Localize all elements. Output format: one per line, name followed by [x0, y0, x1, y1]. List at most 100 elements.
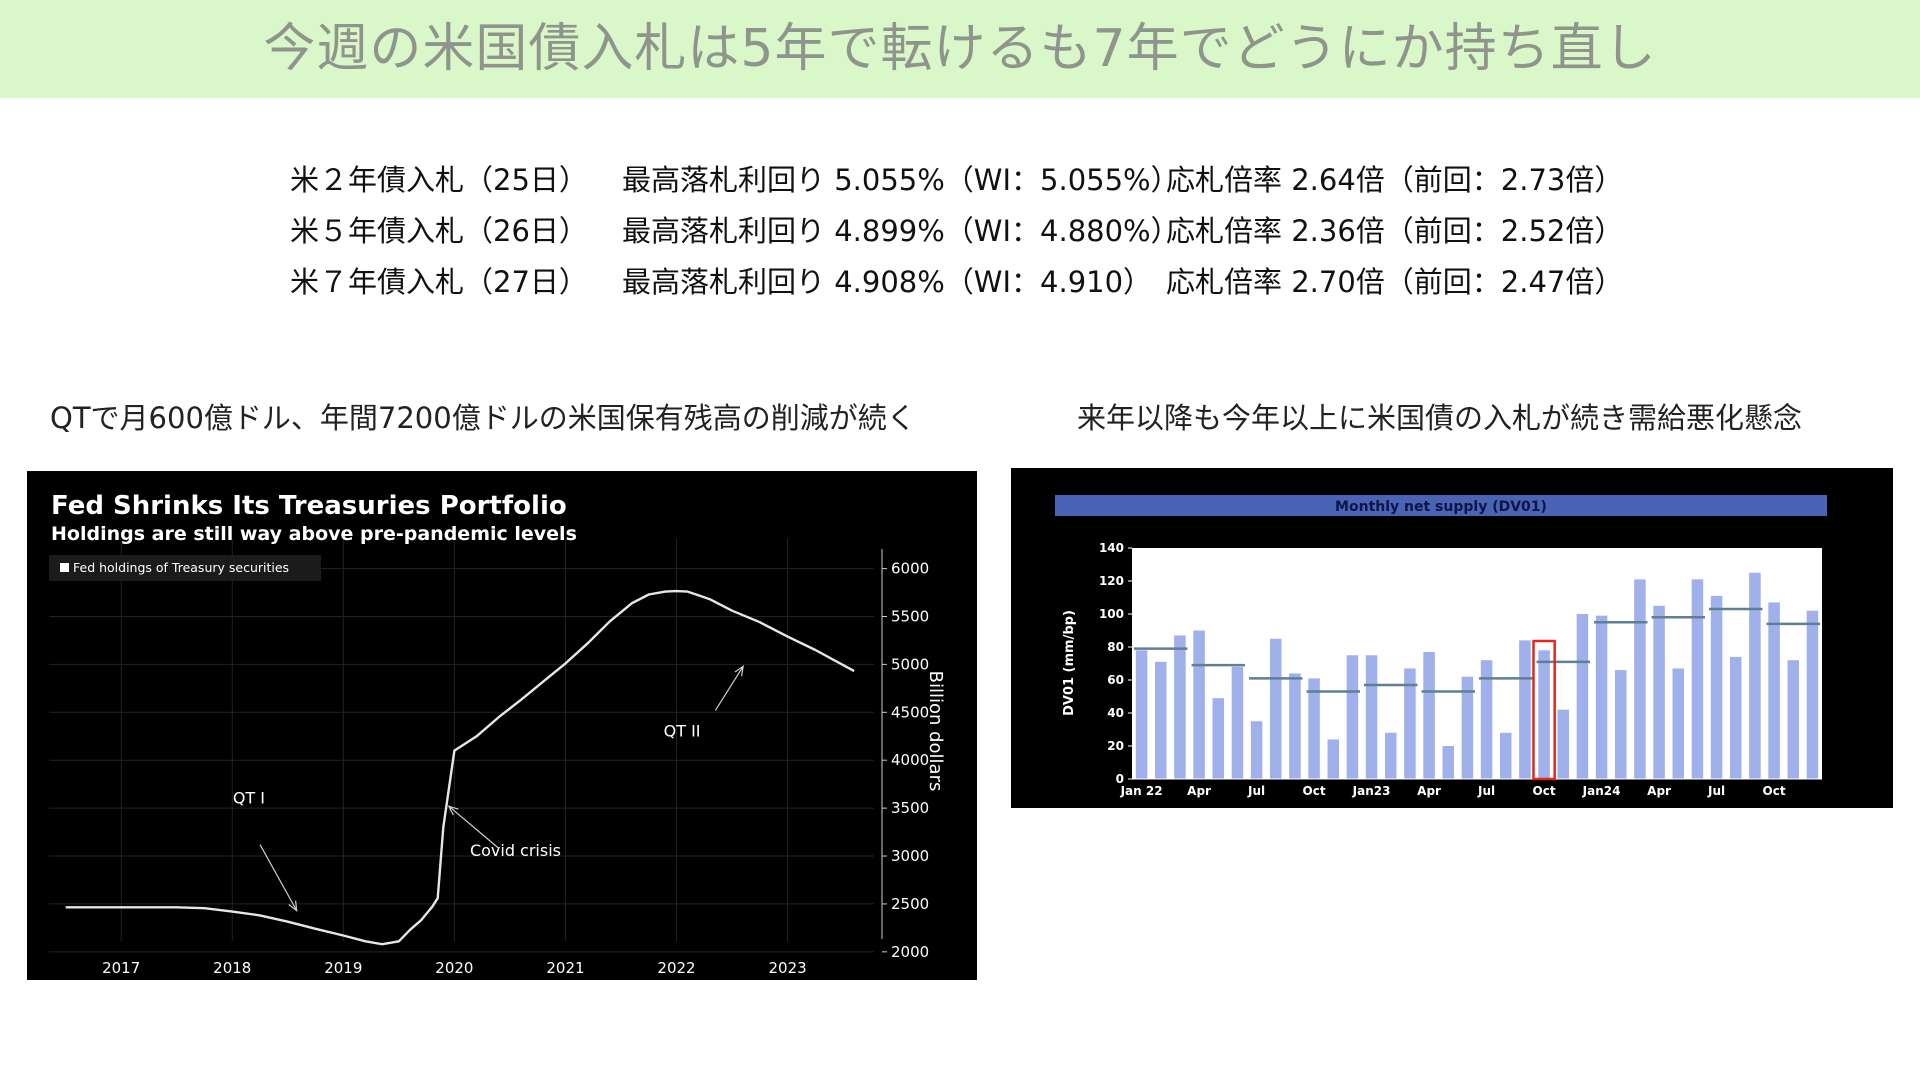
annotation-label: Covid crisis	[470, 841, 561, 860]
bar	[1730, 656, 1742, 779]
bar	[1404, 668, 1416, 779]
bar	[1557, 709, 1569, 779]
chart2-title-band	[1055, 495, 1827, 516]
bar	[1768, 602, 1780, 779]
y-tick-label: 5000	[891, 655, 929, 673]
bar	[1787, 660, 1799, 779]
y-tick-label: 100	[1099, 607, 1124, 621]
x-tick-label: Jan24	[1582, 784, 1621, 798]
annotation-label: QT II	[664, 721, 701, 740]
x-tick-label: Apr	[1647, 784, 1671, 798]
auction-yield: 最高落札利回り 4.908%（WI：4.910）	[622, 265, 1153, 299]
y-tick-label: 2500	[891, 895, 929, 913]
x-tick-label: 2022	[657, 959, 695, 977]
bar	[1212, 698, 1224, 779]
auction-row-5y: 米５年債入札（26日） 最高落札利回り 4.899%（WI：4.880%）応札倍率…	[290, 206, 1626, 257]
annotation-arrowhead	[447, 805, 459, 816]
y-tick-label: 4000	[891, 751, 929, 769]
bar	[1480, 660, 1493, 779]
bar	[1672, 668, 1684, 779]
bar	[1346, 655, 1359, 779]
bar	[1289, 673, 1301, 779]
bar	[1806, 610, 1819, 779]
fed-holdings-chart: 2000 2500 3000 3500 4000 4500 5000 5500 6000 2017…	[27, 471, 977, 980]
bar	[1270, 638, 1282, 779]
legend-box	[49, 555, 321, 581]
x-tick-label: Jan 22	[1120, 784, 1163, 798]
fed-holdings-svg: 2000 2500 3000 3500 4000 4500 5000 5500 6000 2017…	[49, 491, 946, 977]
x-tick-label: 2020	[435, 959, 473, 977]
bar	[1308, 678, 1320, 779]
auction-row-2y: 米２年債入札（25日） 最高落札利回り 5.055%（WI：5.055%）応札倍率…	[290, 155, 1626, 206]
y-tick-label: 3500	[891, 799, 929, 817]
y-tick-label: 2000	[891, 943, 929, 961]
bar	[1365, 655, 1378, 779]
net-supply-chart: Monthly net supply (DV01) 0 20 40 60 80 100 12…	[1011, 468, 1893, 808]
bar	[1538, 650, 1550, 779]
x-tick-label: Oct	[1533, 784, 1556, 798]
auction-bid-to-cover: 応札倍率 2.64倍（前回：2.73倍）	[1166, 163, 1624, 197]
chart1-title: Fed Shrinks Its Treasuries Portfolio	[51, 491, 567, 521]
bar	[1519, 640, 1531, 779]
x-tick-label: Oct	[1763, 784, 1786, 798]
auction-name: 米５年債入札（26日）	[290, 214, 588, 248]
bar	[1595, 615, 1608, 779]
bar	[1653, 605, 1665, 779]
y-axis-label: Billion dollars	[925, 671, 946, 792]
x-tick-label: Oct	[1303, 784, 1326, 798]
annotation-arrow	[259, 844, 298, 911]
x-tick-label: 2019	[324, 959, 362, 977]
title-banner	[0, 0, 1920, 98]
bar	[1615, 670, 1627, 779]
y-tick-label: 20	[1107, 739, 1124, 753]
fed-holdings-line	[65, 589, 855, 946]
bar	[1385, 732, 1397, 779]
x-tick-label: 2018	[213, 959, 251, 977]
x-tick-label: 2023	[768, 959, 806, 977]
y-tick-label: 40	[1107, 706, 1124, 720]
legend-label: Fed holdings of Treasury securities	[73, 560, 289, 575]
y-tick-label: 60	[1107, 673, 1124, 687]
bar	[1155, 661, 1167, 779]
y-tick-label: 80	[1107, 640, 1124, 654]
bar	[1135, 650, 1148, 779]
y-tick-label: 140	[1099, 541, 1124, 555]
bar	[1710, 595, 1723, 779]
y-tick-label: 120	[1099, 574, 1124, 588]
highlight-box	[1532, 639, 1556, 781]
bar	[1461, 676, 1474, 779]
chart2-title: Monthly net supply (DV01)	[1335, 499, 1547, 515]
bar	[1442, 746, 1454, 779]
auction-name: 米７年債入札（27日）	[290, 265, 588, 299]
x-tick-label: Apr	[1417, 784, 1441, 798]
bar	[1749, 572, 1761, 779]
y-tick-label: 3000	[891, 847, 929, 865]
annotation-arrow	[714, 665, 744, 711]
annotation-arrow	[448, 805, 500, 849]
annotation-label: QT I	[233, 788, 265, 807]
auction-results: 米２年債入札（25日） 最高落札利回り 5.055%（WI：5.055%）応札倍率…	[290, 155, 1626, 308]
x-tick-label: Jan23	[1352, 784, 1391, 798]
auction-yield: 最高落札利回り 5.055%（WI：5.055%）	[622, 163, 1180, 197]
right-chart-caption: 来年以降も今年以上に米国債の入札が続き需給悪化懸念	[1077, 401, 1803, 435]
bar	[1576, 614, 1589, 779]
y-tick-label: 0	[1116, 772, 1124, 786]
x-tick-label: 2017	[102, 959, 140, 977]
chart1-subtitle: Holdings are still way above pre-pandemi…	[51, 523, 577, 545]
bar	[1500, 732, 1512, 779]
annotation-arrowhead	[734, 665, 744, 677]
legend-swatch	[60, 563, 69, 572]
auction-name: 米２年債入札（25日）	[290, 163, 588, 197]
net-supply-svg: Monthly net supply (DV01) 0 20 40 60 80 100 12…	[1055, 495, 1827, 798]
bar	[1634, 579, 1646, 779]
auction-bid-to-cover: 応札倍率 2.70倍（前回：2.47倍）	[1166, 265, 1624, 299]
y-tick-label: 4500	[891, 703, 929, 721]
plot-area	[1132, 548, 1822, 779]
annotation-arrowhead	[288, 900, 298, 912]
slide-title: 今週の米国債入札は5年で転けるも7年でどうにか持ち直し	[263, 19, 1657, 79]
auction-row-7y: 米７年債入札（27日） 最高落札利回り 4.908%（WI：4.910） 応札倍率 …	[290, 257, 1626, 308]
bar	[1193, 630, 1205, 779]
chart2-y-axis-label: DV01 (mm/bp)	[1062, 610, 1077, 716]
auction-yield: 最高落札利回り 4.899%（WI：4.880%）	[622, 214, 1180, 248]
bar	[1174, 635, 1186, 779]
